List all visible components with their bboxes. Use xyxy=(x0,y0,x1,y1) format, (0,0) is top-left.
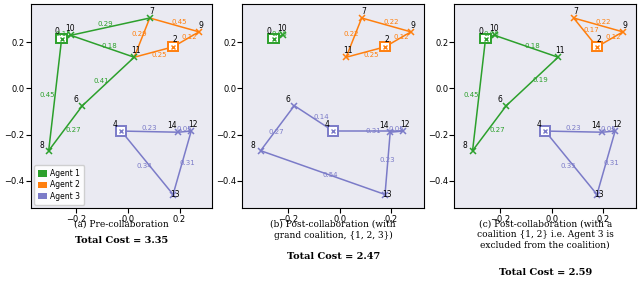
Text: (a) Pre-collaboration: (a) Pre-collaboration xyxy=(74,220,168,229)
Text: 10: 10 xyxy=(65,24,75,32)
Bar xyxy=(56,34,67,44)
Bar xyxy=(268,34,279,44)
Text: 0.23: 0.23 xyxy=(380,157,396,163)
Text: 13: 13 xyxy=(594,190,604,199)
Text: 0.23: 0.23 xyxy=(142,125,157,131)
Text: 0.05: 0.05 xyxy=(389,126,404,132)
Text: 0.29: 0.29 xyxy=(132,31,147,37)
Text: 9: 9 xyxy=(623,21,627,30)
Text: 7: 7 xyxy=(149,7,154,16)
Text: 0.05: 0.05 xyxy=(177,126,193,132)
Text: 0.06: 0.06 xyxy=(483,31,499,37)
Text: 11: 11 xyxy=(132,46,141,55)
Text: 6: 6 xyxy=(285,95,291,104)
Text: 4: 4 xyxy=(536,120,541,129)
Text: 0.18: 0.18 xyxy=(525,43,541,49)
Legend: Agent 1, Agent 2, Agent 3: Agent 1, Agent 2, Agent 3 xyxy=(35,165,84,204)
Text: 9: 9 xyxy=(411,21,415,30)
Bar xyxy=(380,42,390,51)
Text: 0.22: 0.22 xyxy=(384,19,399,25)
Text: 0.27: 0.27 xyxy=(268,129,284,135)
Text: (c) Post-collaboration (with a
coalition {1, 2} i.e. Agent 3 is
excluded from th: (c) Post-collaboration (with a coalition… xyxy=(477,220,614,250)
Text: 0.25: 0.25 xyxy=(151,52,166,58)
Text: 14: 14 xyxy=(591,121,600,130)
Bar xyxy=(116,126,127,136)
Text: 10: 10 xyxy=(489,24,499,32)
Text: 0.25: 0.25 xyxy=(363,52,378,58)
Text: 0.41: 0.41 xyxy=(93,79,109,84)
Text: 0.18: 0.18 xyxy=(101,43,117,49)
Text: 8: 8 xyxy=(463,141,468,150)
Bar xyxy=(540,126,550,136)
Text: 0.31: 0.31 xyxy=(365,128,381,134)
Text: 7: 7 xyxy=(362,7,366,16)
Text: 0.34: 0.34 xyxy=(137,163,152,169)
Text: 13: 13 xyxy=(170,190,180,199)
Text: 0.22: 0.22 xyxy=(596,19,611,25)
Text: 0.31: 0.31 xyxy=(604,160,620,166)
Text: 12: 12 xyxy=(612,120,622,129)
Text: 0.35: 0.35 xyxy=(561,163,576,169)
Text: 9: 9 xyxy=(198,21,204,30)
Bar xyxy=(168,42,179,51)
Text: 0.22: 0.22 xyxy=(344,31,359,37)
Text: 0.45: 0.45 xyxy=(172,19,188,25)
Text: 0.14: 0.14 xyxy=(314,114,330,120)
Bar xyxy=(328,126,339,136)
Text: Total Cost = 2.59: Total Cost = 2.59 xyxy=(499,268,592,277)
Text: 12: 12 xyxy=(401,120,410,129)
Text: (b) Post-collaboration (with
grand coalition, {1, 2, 3}): (b) Post-collaboration (with grand coali… xyxy=(270,220,396,239)
Text: 0.54: 0.54 xyxy=(323,172,339,178)
Text: 0: 0 xyxy=(266,27,271,36)
Text: 2: 2 xyxy=(596,35,602,44)
Text: 2: 2 xyxy=(173,35,177,44)
Text: Total Cost = 3.35: Total Cost = 3.35 xyxy=(75,236,168,245)
Text: 0: 0 xyxy=(479,27,483,36)
Text: 0.05: 0.05 xyxy=(601,126,616,132)
Text: 6: 6 xyxy=(74,95,78,104)
Text: 8: 8 xyxy=(251,141,256,150)
Text: 0.31: 0.31 xyxy=(180,160,196,166)
Text: 0.29: 0.29 xyxy=(97,21,113,27)
Text: 2: 2 xyxy=(385,35,390,44)
Text: 0.27: 0.27 xyxy=(490,128,505,133)
Text: 8: 8 xyxy=(39,141,44,150)
Text: 4: 4 xyxy=(113,120,117,129)
Text: 11: 11 xyxy=(344,46,353,55)
Text: 0.45: 0.45 xyxy=(463,92,479,98)
Text: 12: 12 xyxy=(189,120,198,129)
Bar xyxy=(481,34,491,44)
Text: Total Cost = 2.47: Total Cost = 2.47 xyxy=(287,252,380,261)
Text: 0.06: 0.06 xyxy=(271,31,287,37)
Text: 6: 6 xyxy=(497,95,502,104)
Text: 11: 11 xyxy=(556,46,565,55)
Text: 4: 4 xyxy=(324,120,329,129)
Bar xyxy=(592,42,602,51)
Text: 0.19: 0.19 xyxy=(532,77,548,83)
Text: 13: 13 xyxy=(382,190,392,199)
Text: 0: 0 xyxy=(54,27,60,36)
Text: 0.17: 0.17 xyxy=(583,27,599,33)
Text: 7: 7 xyxy=(573,7,578,16)
Text: 14: 14 xyxy=(167,121,177,130)
Text: 0.12: 0.12 xyxy=(605,34,621,40)
Text: 0.12: 0.12 xyxy=(393,34,409,40)
Text: 0.27: 0.27 xyxy=(65,128,81,133)
Text: 0.15: 0.15 xyxy=(56,31,72,36)
Text: 10: 10 xyxy=(277,24,287,32)
Text: 0.23: 0.23 xyxy=(566,125,582,131)
Text: 0.45: 0.45 xyxy=(40,92,55,98)
Text: 14: 14 xyxy=(379,121,388,130)
Text: 0.12: 0.12 xyxy=(181,34,197,40)
